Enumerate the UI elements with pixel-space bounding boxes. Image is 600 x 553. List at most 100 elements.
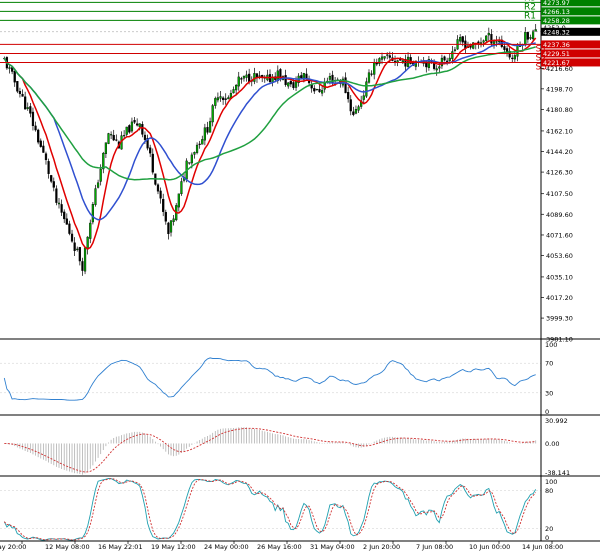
candle-bear (526, 31, 529, 40)
ma-slow-line (3, 46, 536, 181)
candle-bear (65, 218, 68, 225)
candle-bear (18, 90, 22, 94)
candle-bull (302, 73, 305, 80)
resistance-label-r3: R3 (524, 0, 536, 3)
candle-bear (21, 93, 24, 97)
candle-bull (232, 89, 235, 94)
rsi-tick-label: 30 (545, 389, 553, 397)
macd-tick-label: 0.00 (545, 440, 559, 448)
price-tick-label: 4162.10 (546, 127, 573, 135)
candle-bear (16, 81, 19, 92)
candle-bear (393, 60, 397, 62)
candle-bull (86, 236, 89, 250)
candle-bull (211, 105, 214, 123)
candle-bull (180, 181, 183, 195)
candle-bear (133, 120, 136, 123)
x-tick-label: 19 May 12:00 (151, 543, 196, 551)
candle-bull (99, 168, 102, 182)
candle-bull (427, 58, 431, 68)
price-tick-label: 4053.60 (546, 252, 573, 260)
price-tick-label: 4126.30 (546, 169, 573, 177)
candle-bull (237, 76, 240, 87)
candle-bear (164, 211, 167, 222)
rsi-panel (0, 357, 541, 401)
stoch-tick-label: 80 (545, 487, 553, 495)
prev-price-label: 4252.0 (543, 24, 566, 32)
candle-bear (289, 81, 292, 85)
macd-signal-line (4, 427, 536, 473)
rsi-line (3, 357, 536, 401)
macd-panel (4, 427, 537, 475)
candle-bear (141, 124, 144, 135)
candle-bull (242, 75, 246, 79)
candle-bull (208, 121, 212, 133)
candle-bear (159, 190, 162, 199)
candle-bull (487, 32, 490, 36)
candle-bull (362, 95, 365, 100)
candle-bull (373, 62, 376, 75)
candle-bear (490, 34, 493, 44)
x-tick-label: 14 Jun 08:00 (522, 543, 563, 551)
resistance-price-label: 4266.13 (543, 8, 570, 16)
candle-bear (352, 111, 355, 115)
candle-bull (328, 76, 332, 80)
x-tick-label: 24 May 00:00 (204, 543, 249, 551)
candle-bull (203, 127, 206, 141)
candle-bear (167, 222, 170, 235)
price-tick-label: 4089.60 (546, 211, 573, 219)
candle-bull (125, 126, 128, 135)
candle-bear (55, 188, 58, 203)
candle-bull (294, 80, 298, 88)
candle-bear (151, 153, 154, 173)
candle-bull (367, 72, 371, 83)
candle-bear (24, 96, 27, 110)
candle-bear (128, 125, 131, 133)
candle-bull (57, 202, 61, 205)
candle-bear (347, 92, 350, 100)
x-tick-label: 16 May 22:01 (98, 543, 143, 551)
candle-bull (245, 74, 248, 78)
candle-bear (13, 70, 16, 83)
candle-bear (37, 129, 40, 143)
candle-bear (73, 242, 76, 251)
candle-bear (39, 140, 42, 147)
candle-bull (26, 107, 29, 109)
candle-bull (91, 204, 94, 223)
candle-bear (292, 82, 295, 89)
candle-bull (365, 81, 368, 97)
candle-bear (349, 99, 352, 112)
x-tick-label: 12 May 08:00 (45, 543, 90, 551)
candle-bull (482, 40, 485, 43)
candle-bull (453, 49, 457, 51)
candle-bear (31, 111, 35, 127)
candle-bull (190, 154, 193, 164)
candle-bear (149, 147, 152, 154)
candle-bear (146, 138, 149, 149)
rsi-tick-label: 70 (545, 360, 553, 368)
candle-bull (94, 188, 97, 205)
candle-bull (96, 182, 100, 188)
candle-bull (219, 96, 222, 99)
candle-bear (446, 60, 449, 63)
candle-bull (459, 37, 462, 42)
candle-bear (50, 175, 53, 182)
candle-bear (508, 50, 511, 58)
support-price-label: 4229.51 (543, 50, 570, 58)
candle-bull (169, 220, 173, 233)
x-tick-label: 7 Jun 08:00 (416, 543, 453, 551)
candle-bull (386, 54, 389, 56)
candle-bear (34, 125, 37, 131)
macd-tick-label: 30.992 (545, 417, 568, 425)
candle-bear (78, 247, 81, 262)
x-tick-label: 9 May 20:00 (0, 543, 26, 551)
candle-bear (305, 73, 308, 79)
candle-bear (198, 143, 201, 145)
candle-bull (492, 41, 496, 45)
candle-bull (401, 60, 404, 63)
candle-bull (107, 133, 110, 144)
candle-bear (42, 145, 45, 153)
candle-bull (354, 109, 358, 114)
candle-bear (29, 106, 32, 114)
candle-bull (380, 56, 384, 60)
